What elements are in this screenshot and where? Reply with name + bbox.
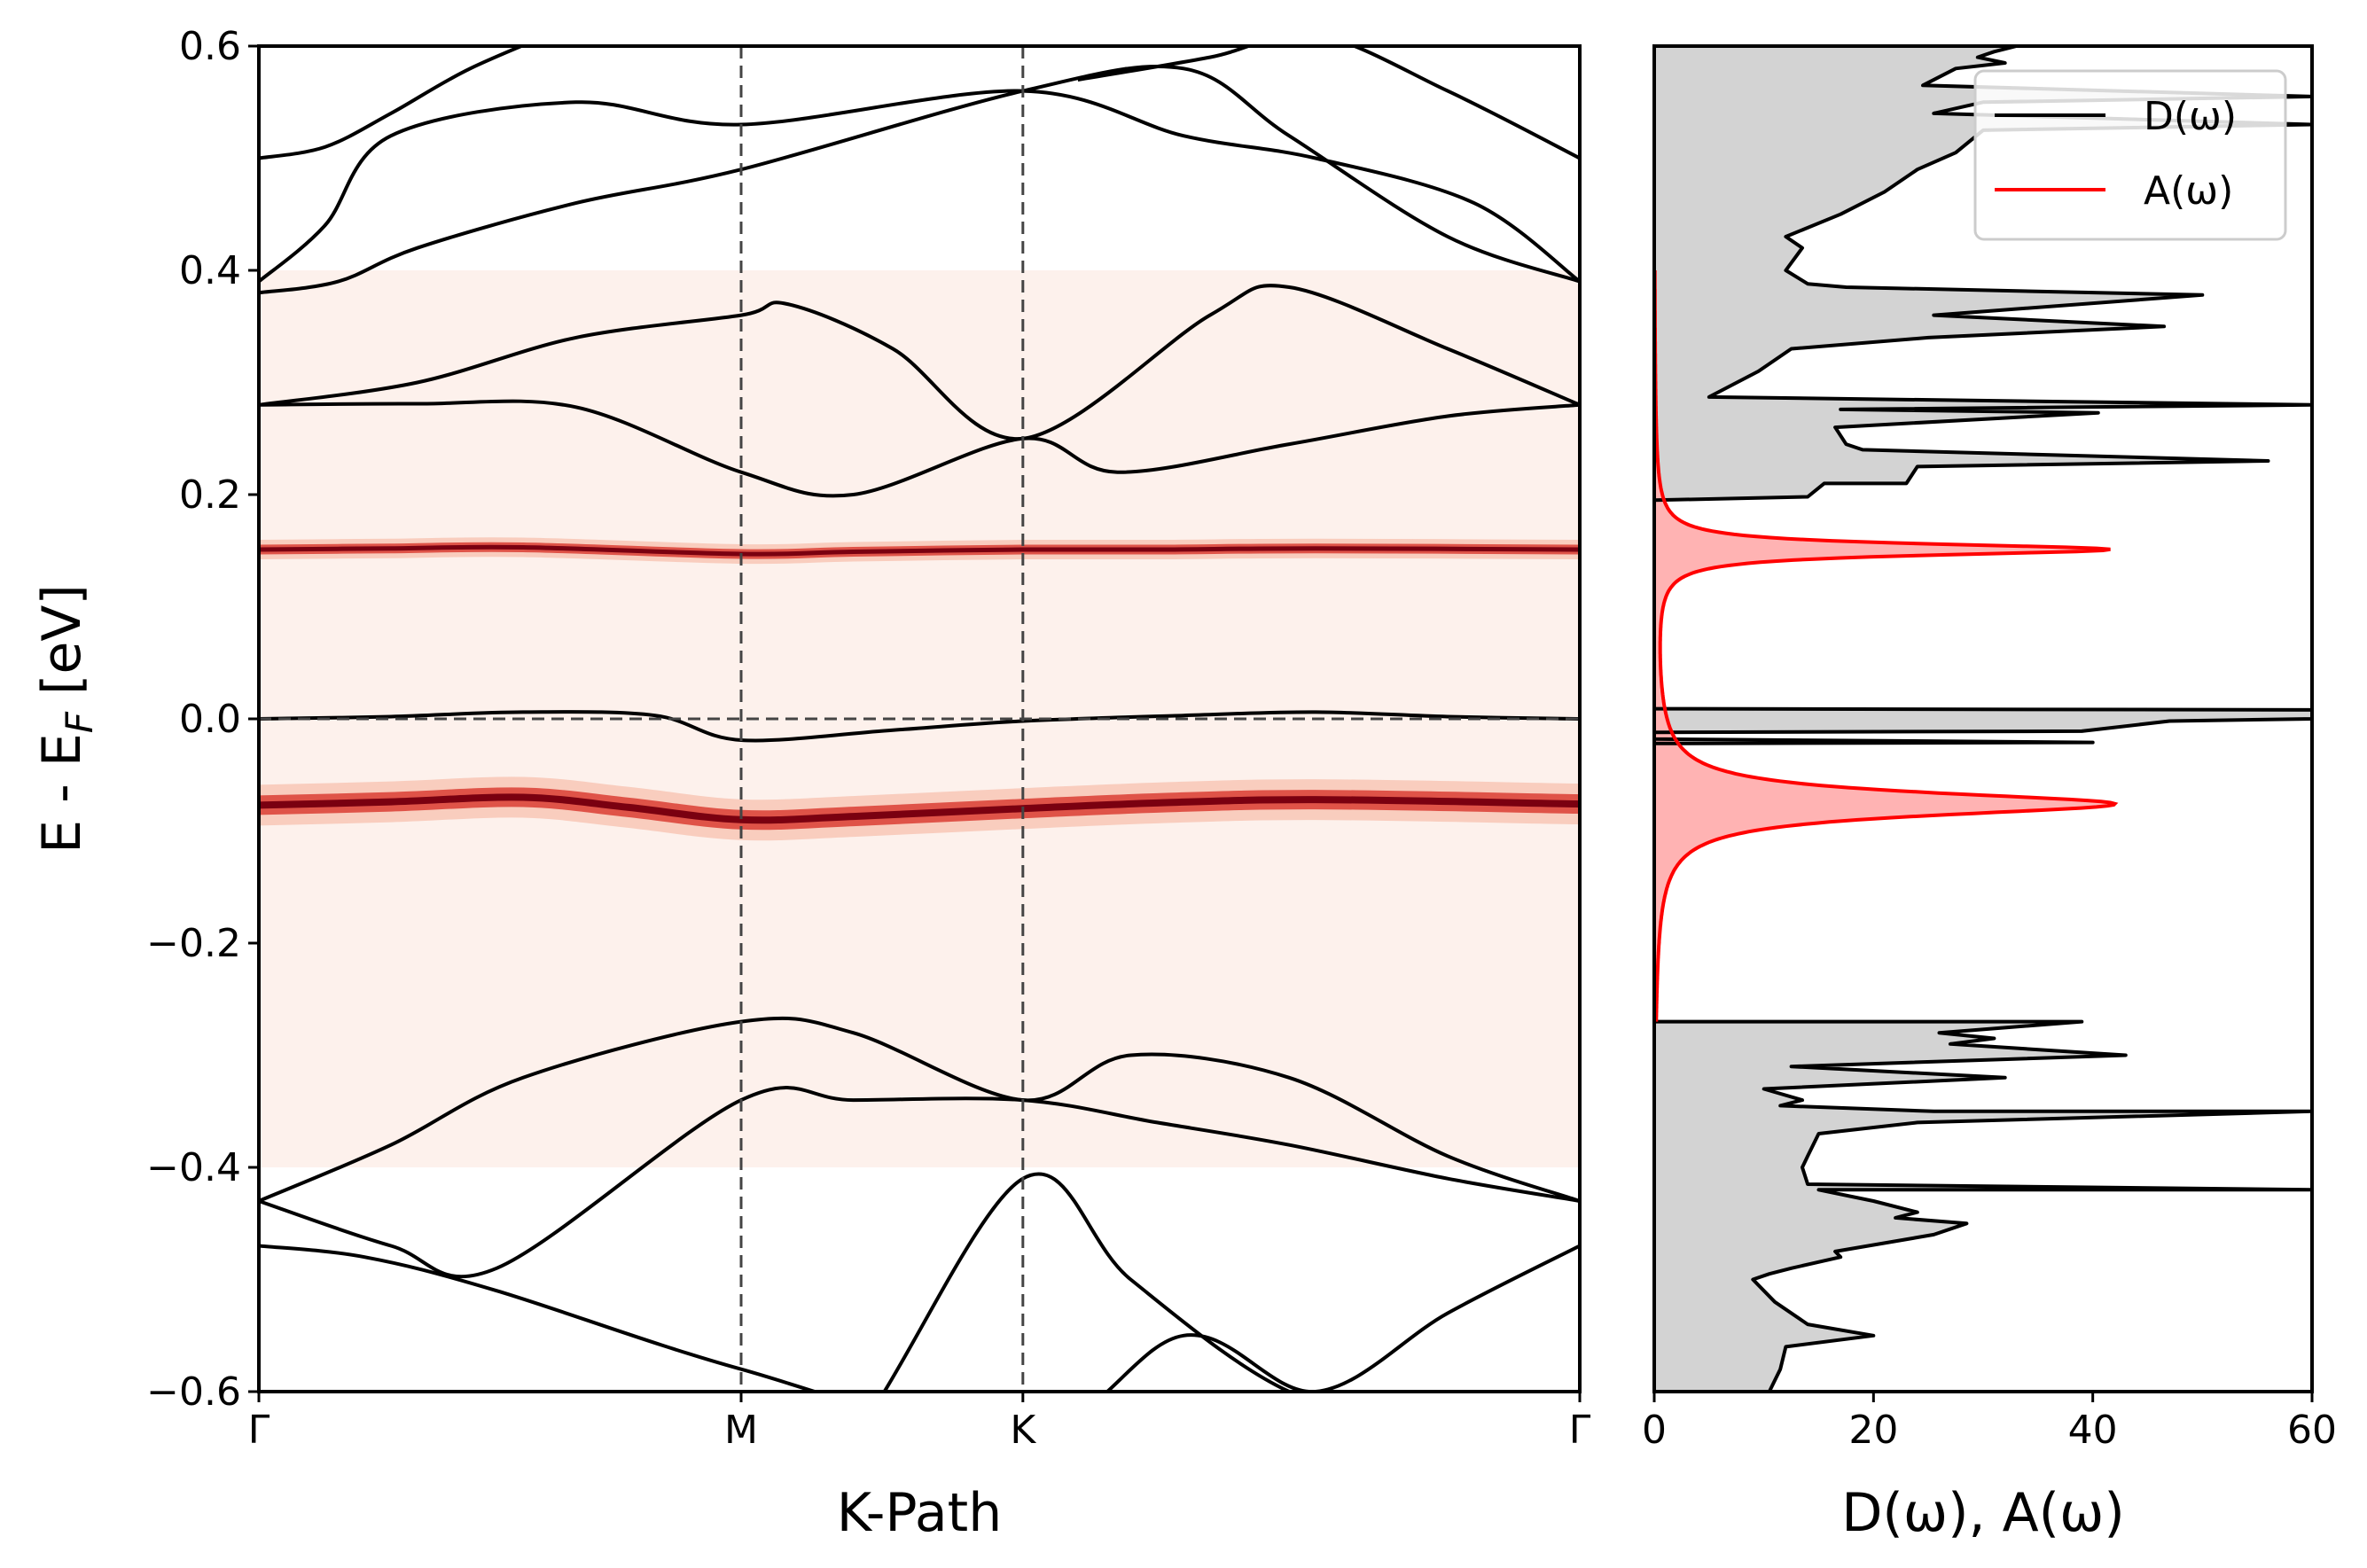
spectral-function-panel: 0 20 40 60 D(ω), A(ω) D(ω) A(ω)	[1642, 44, 2337, 1544]
spectral-bands	[259, 537, 1580, 841]
band-line-5	[259, 399, 1580, 498]
y-tick-label: 0.4	[179, 248, 241, 293]
y-tick-label: −0.2	[146, 921, 241, 966]
legend: D(ω) A(ω)	[1973, 69, 2287, 241]
band-line-8	[259, 89, 1580, 284]
x-tick-label: Γ	[248, 1408, 270, 1453]
band-line-3	[259, 1244, 1580, 1392]
dos-x-axis-ticks: 0 20 40 60	[1642, 1392, 2337, 1453]
dos-x-tick-label: 0	[1642, 1408, 1667, 1453]
band-line-0	[259, 1172, 1580, 1392]
band-line-1	[259, 1086, 1580, 1279]
band-line-7	[259, 64, 1580, 295]
spectral-band-core-1	[259, 793, 1580, 824]
kpoint-guides	[259, 46, 1580, 1392]
band-lines	[259, 46, 1580, 1392]
spectral-band-core-0	[259, 544, 1580, 557]
band-structure-panel: −0.6 −0.4 −0.2 0.0 0.2 0.4 0.6 Γ M K Γ K-Path E -…	[31, 24, 1591, 1544]
dos-x-axis-label: D(ω), A(ω)	[1841, 1482, 2125, 1544]
y-tick-label: 0.2	[179, 472, 241, 518]
x-axis-label: K-Path	[837, 1482, 1003, 1544]
y-axis-ticks: −0.6 −0.4 −0.2 0.0 0.2 0.4 0.6	[146, 24, 259, 1415]
band-line-6	[259, 284, 1580, 441]
band-line-10	[1077, 46, 1580, 160]
x-tick-label: K	[1010, 1408, 1036, 1453]
y-tick-label: −0.4	[146, 1145, 241, 1190]
band-line-9	[259, 46, 527, 160]
dos-line	[1654, 46, 2312, 1392]
dos-axes-frame	[1652, 44, 2314, 1393]
y-axis-label: E - EF [eV]	[31, 584, 101, 854]
dos-x-tick-label: 40	[2068, 1408, 2118, 1453]
x-tick-label: M	[724, 1408, 758, 1453]
dos-fill	[1654, 46, 2312, 1392]
dos-x-tick-label: 20	[1848, 1408, 1898, 1453]
legend-label-dos: D(ω)	[2144, 94, 2237, 139]
x-tick-label: Γ	[1569, 1408, 1591, 1453]
y-tick-label: 0.0	[179, 697, 241, 742]
y-tick-label: 0.6	[179, 24, 241, 69]
y-tick-label: −0.6	[146, 1369, 241, 1415]
legend-box	[1973, 69, 2287, 241]
dos-x-tick-label: 60	[2287, 1408, 2337, 1453]
band-line-2	[259, 1016, 1580, 1203]
legend-label-aw: A(ω)	[2144, 168, 2233, 214]
band-line-4	[259, 710, 1580, 743]
